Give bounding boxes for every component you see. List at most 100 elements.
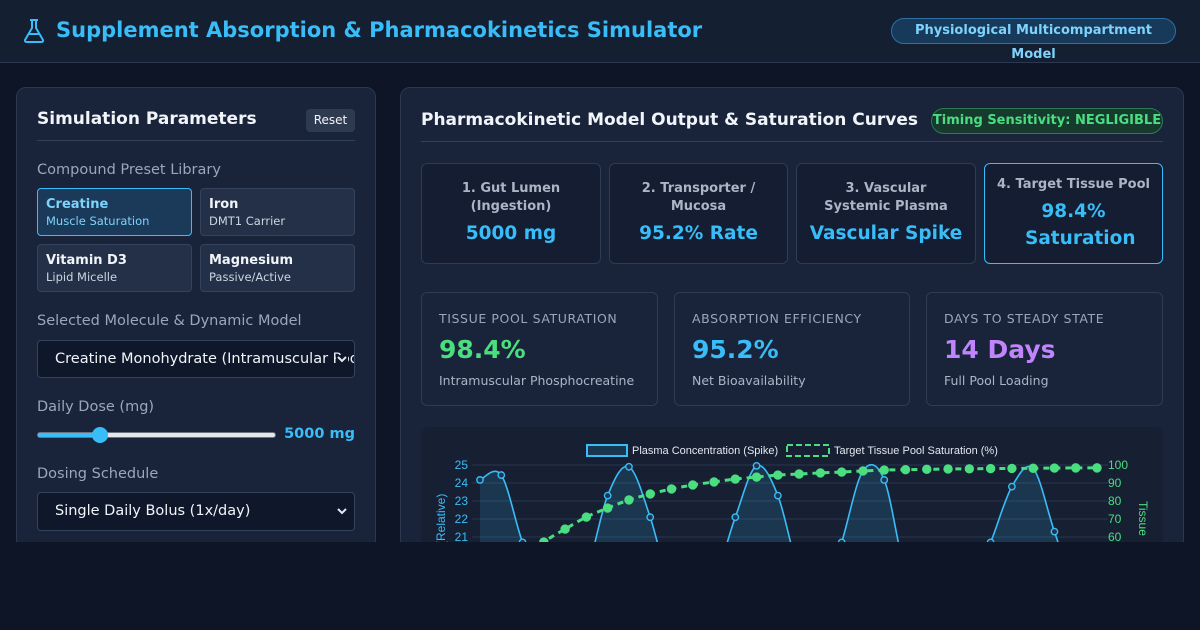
data-point bbox=[560, 524, 570, 534]
metric-sub: Net Bioavailability bbox=[692, 373, 806, 388]
legend-label: Target Tissue Pool Saturation (%) bbox=[834, 445, 998, 457]
data-point bbox=[773, 491, 782, 500]
data-point bbox=[497, 471, 506, 479]
dose-value: 5000 mg bbox=[284, 426, 355, 442]
stage-label: 2. Transporter / Mucosa bbox=[641, 181, 756, 214]
content: Simulation Parameters Reset Compound Pre… bbox=[0, 63, 1200, 542]
y-tick-label: 24 bbox=[455, 476, 469, 490]
data-point bbox=[858, 466, 868, 476]
data-point bbox=[773, 470, 783, 480]
metric-card: ABSORPTION EFFICIENCY 95.2% Net Bioavailab… bbox=[674, 292, 910, 406]
dose-slider-thumb[interactable] bbox=[92, 427, 108, 443]
data-point bbox=[880, 476, 889, 484]
metric-label: TISSUE POOL SATURATION bbox=[439, 311, 618, 326]
y2-tick-label: 80 bbox=[1108, 494, 1122, 508]
stage-card: 2. Transporter / Mucosa 95.2% Rate bbox=[609, 163, 788, 264]
data-point bbox=[815, 468, 826, 478]
data-point bbox=[1071, 463, 1081, 473]
data-point bbox=[751, 472, 762, 482]
panel-title: Pharmacokinetic Model Output & Saturatio… bbox=[421, 110, 919, 130]
y2-tick-label: 70 bbox=[1108, 512, 1122, 526]
preset-sub: DMT1 Carrier bbox=[209, 214, 286, 228]
flask-icon bbox=[23, 19, 45, 43]
chevron bbox=[336, 355, 348, 365]
plasma-area bbox=[480, 464, 1058, 542]
preset-card[interactable]: Vitamin D3 Lipid Micelle bbox=[37, 244, 192, 292]
metric-value: 98.4% bbox=[439, 335, 526, 364]
data-point bbox=[837, 538, 846, 542]
data-point bbox=[624, 495, 634, 505]
y2-tick-label: 60 bbox=[1108, 530, 1122, 542]
series-line bbox=[479, 463, 1059, 542]
schedule-select[interactable]: Single Daily Bolus (1x/day) bbox=[37, 492, 355, 531]
reset-button[interactable]: Reset bbox=[306, 109, 355, 132]
preset-name: Iron bbox=[209, 197, 239, 212]
preset-sub: Muscle Saturation bbox=[46, 214, 150, 228]
data-point bbox=[1092, 463, 1102, 473]
select-value: Single Daily Bolus (1x/day) bbox=[55, 503, 251, 519]
divider bbox=[421, 141, 1163, 142]
metric-sub: Intramuscular Phosphocreatine bbox=[439, 373, 635, 388]
stage-value: 95.2% Rate bbox=[639, 223, 758, 244]
y2-tick-label: 90 bbox=[1108, 476, 1122, 490]
data-point bbox=[646, 513, 655, 522]
field-label: Selected Molecule & Dynamic Model bbox=[37, 313, 302, 329]
model-badge: Physiological Multicompartment Model bbox=[891, 18, 1176, 62]
metric-card: TISSUE POOL SATURATION 98.4% Intramuscular… bbox=[421, 292, 658, 406]
preset-card[interactable]: Iron DMT1 Carrier bbox=[200, 188, 355, 236]
data-point bbox=[730, 474, 741, 484]
stage-card: 3. Vascular Systemic Plasma Vascular Spik… bbox=[796, 163, 976, 264]
data-point bbox=[1007, 482, 1016, 491]
field-label: Daily Dose (mg) bbox=[37, 399, 155, 415]
molecule-select[interactable]: Creatine Monohydrate (Intramuscular Pool bbox=[37, 340, 355, 378]
data-point bbox=[922, 464, 932, 475]
data-point bbox=[943, 464, 953, 474]
data-point bbox=[581, 512, 592, 522]
parameters-panel: Simulation Parameters Reset Compound Pre… bbox=[16, 87, 376, 542]
header: Supplement Absorption & Pharmacokinetics… bbox=[0, 0, 1200, 63]
panel-title: Simulation Parameters bbox=[37, 109, 257, 129]
preset-card[interactable]: Creatine Muscle Saturation bbox=[37, 188, 192, 236]
preset-name: Creatine bbox=[46, 197, 109, 212]
metric-card: DAYS TO STEADY STATE 14 Days Full Pool Loa… bbox=[926, 292, 1163, 406]
data-point bbox=[986, 538, 995, 542]
data-point bbox=[476, 476, 484, 484]
data-point bbox=[752, 461, 761, 470]
chart-card bbox=[421, 427, 1163, 542]
data-point bbox=[645, 489, 655, 499]
chevron bbox=[337, 508, 347, 515]
data-point bbox=[836, 467, 847, 477]
preset-card[interactable]: Magnesium Passive/Active bbox=[200, 244, 355, 292]
metric-label: DAYS TO STEADY STATE bbox=[944, 311, 1105, 326]
data-point bbox=[625, 462, 633, 471]
preset-name: Magnesium bbox=[209, 253, 294, 268]
stage-label: 4. Target Tissue Pool bbox=[997, 177, 1150, 192]
y-tick-label: 25 bbox=[455, 458, 469, 472]
data-point bbox=[603, 491, 612, 500]
field-label: Dosing Schedule bbox=[37, 466, 159, 482]
data-point bbox=[709, 477, 719, 487]
y-axis-label: (Relative) bbox=[434, 494, 448, 542]
y-tick-label: 21 bbox=[455, 530, 469, 542]
data-point bbox=[794, 469, 804, 479]
metric-sub: Full Pool Loading bbox=[944, 373, 1049, 388]
data-point bbox=[688, 480, 698, 490]
data-point bbox=[731, 513, 740, 522]
metric-value: 14 Days bbox=[944, 335, 1056, 364]
legend-label: Plasma Concentration (Spike) bbox=[632, 445, 778, 457]
data-point bbox=[1050, 527, 1059, 536]
data-point bbox=[666, 484, 677, 494]
stage-label: 1. Gut Lumen (Ingestion) bbox=[461, 181, 561, 214]
stage-value: Vascular Spike bbox=[809, 223, 963, 244]
stage-label: 3. Vascular Systemic Plasma bbox=[824, 181, 948, 214]
legend-swatch bbox=[786, 444, 830, 457]
dose-slider-track[interactable] bbox=[37, 432, 276, 438]
preset-name: Vitamin D3 bbox=[46, 253, 127, 268]
preset-sub: Passive/Active bbox=[209, 270, 291, 284]
data-point bbox=[900, 464, 911, 475]
data-point bbox=[879, 465, 889, 475]
stage-value: 5000 mg bbox=[465, 223, 557, 244]
stage-card: 4. Target Tissue Pool 98.4% Saturation bbox=[984, 163, 1163, 264]
y-tick-label: 22 bbox=[455, 512, 469, 526]
